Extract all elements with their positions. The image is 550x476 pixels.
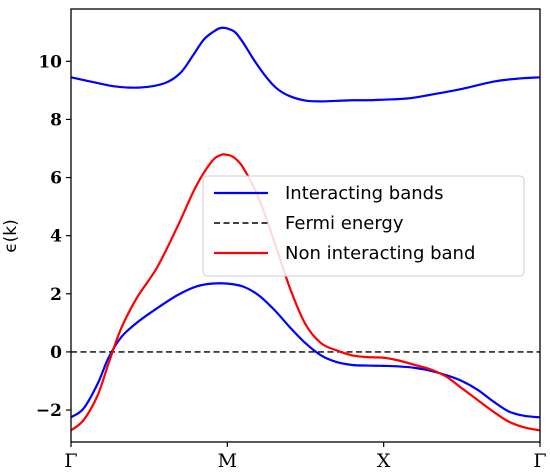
plot-frame — [70, 8, 541, 443]
y-tick-label: 0 — [50, 343, 62, 363]
y-tick-label: −2 — [36, 401, 62, 421]
y-tick-label: 10 — [38, 52, 62, 72]
y-tick-label: 2 — [50, 285, 62, 305]
x-tick-label: Γ — [533, 450, 546, 471]
legend-label: Interacting bands — [285, 183, 443, 204]
y-tick-label: 8 — [50, 110, 62, 130]
series-line-non-interacting-band-3 — [71, 153, 540, 432]
y-tick-label: 4 — [50, 227, 62, 247]
legend-label: Non interacting band — [285, 243, 475, 264]
legend-label: Fermi energy — [285, 213, 404, 234]
y-tick-label: 6 — [50, 169, 62, 189]
legend-box — [202, 175, 525, 277]
x-tick-label: M — [218, 450, 237, 471]
series-line-interacting-bands-0 — [71, 26, 540, 103]
legend: Interacting bands Fermi energy Non interac… — [202, 175, 525, 277]
y-axis: −2 0 2 4 6 8 10 — [36, 52, 71, 421]
series-line-interacting-bands-1 — [71, 282, 540, 419]
x-tick-label: Γ — [64, 450, 77, 471]
series-layer — [71, 26, 540, 432]
x-tick-label: X — [377, 450, 391, 471]
y-axis-label: ϵ(k) — [1, 219, 21, 253]
